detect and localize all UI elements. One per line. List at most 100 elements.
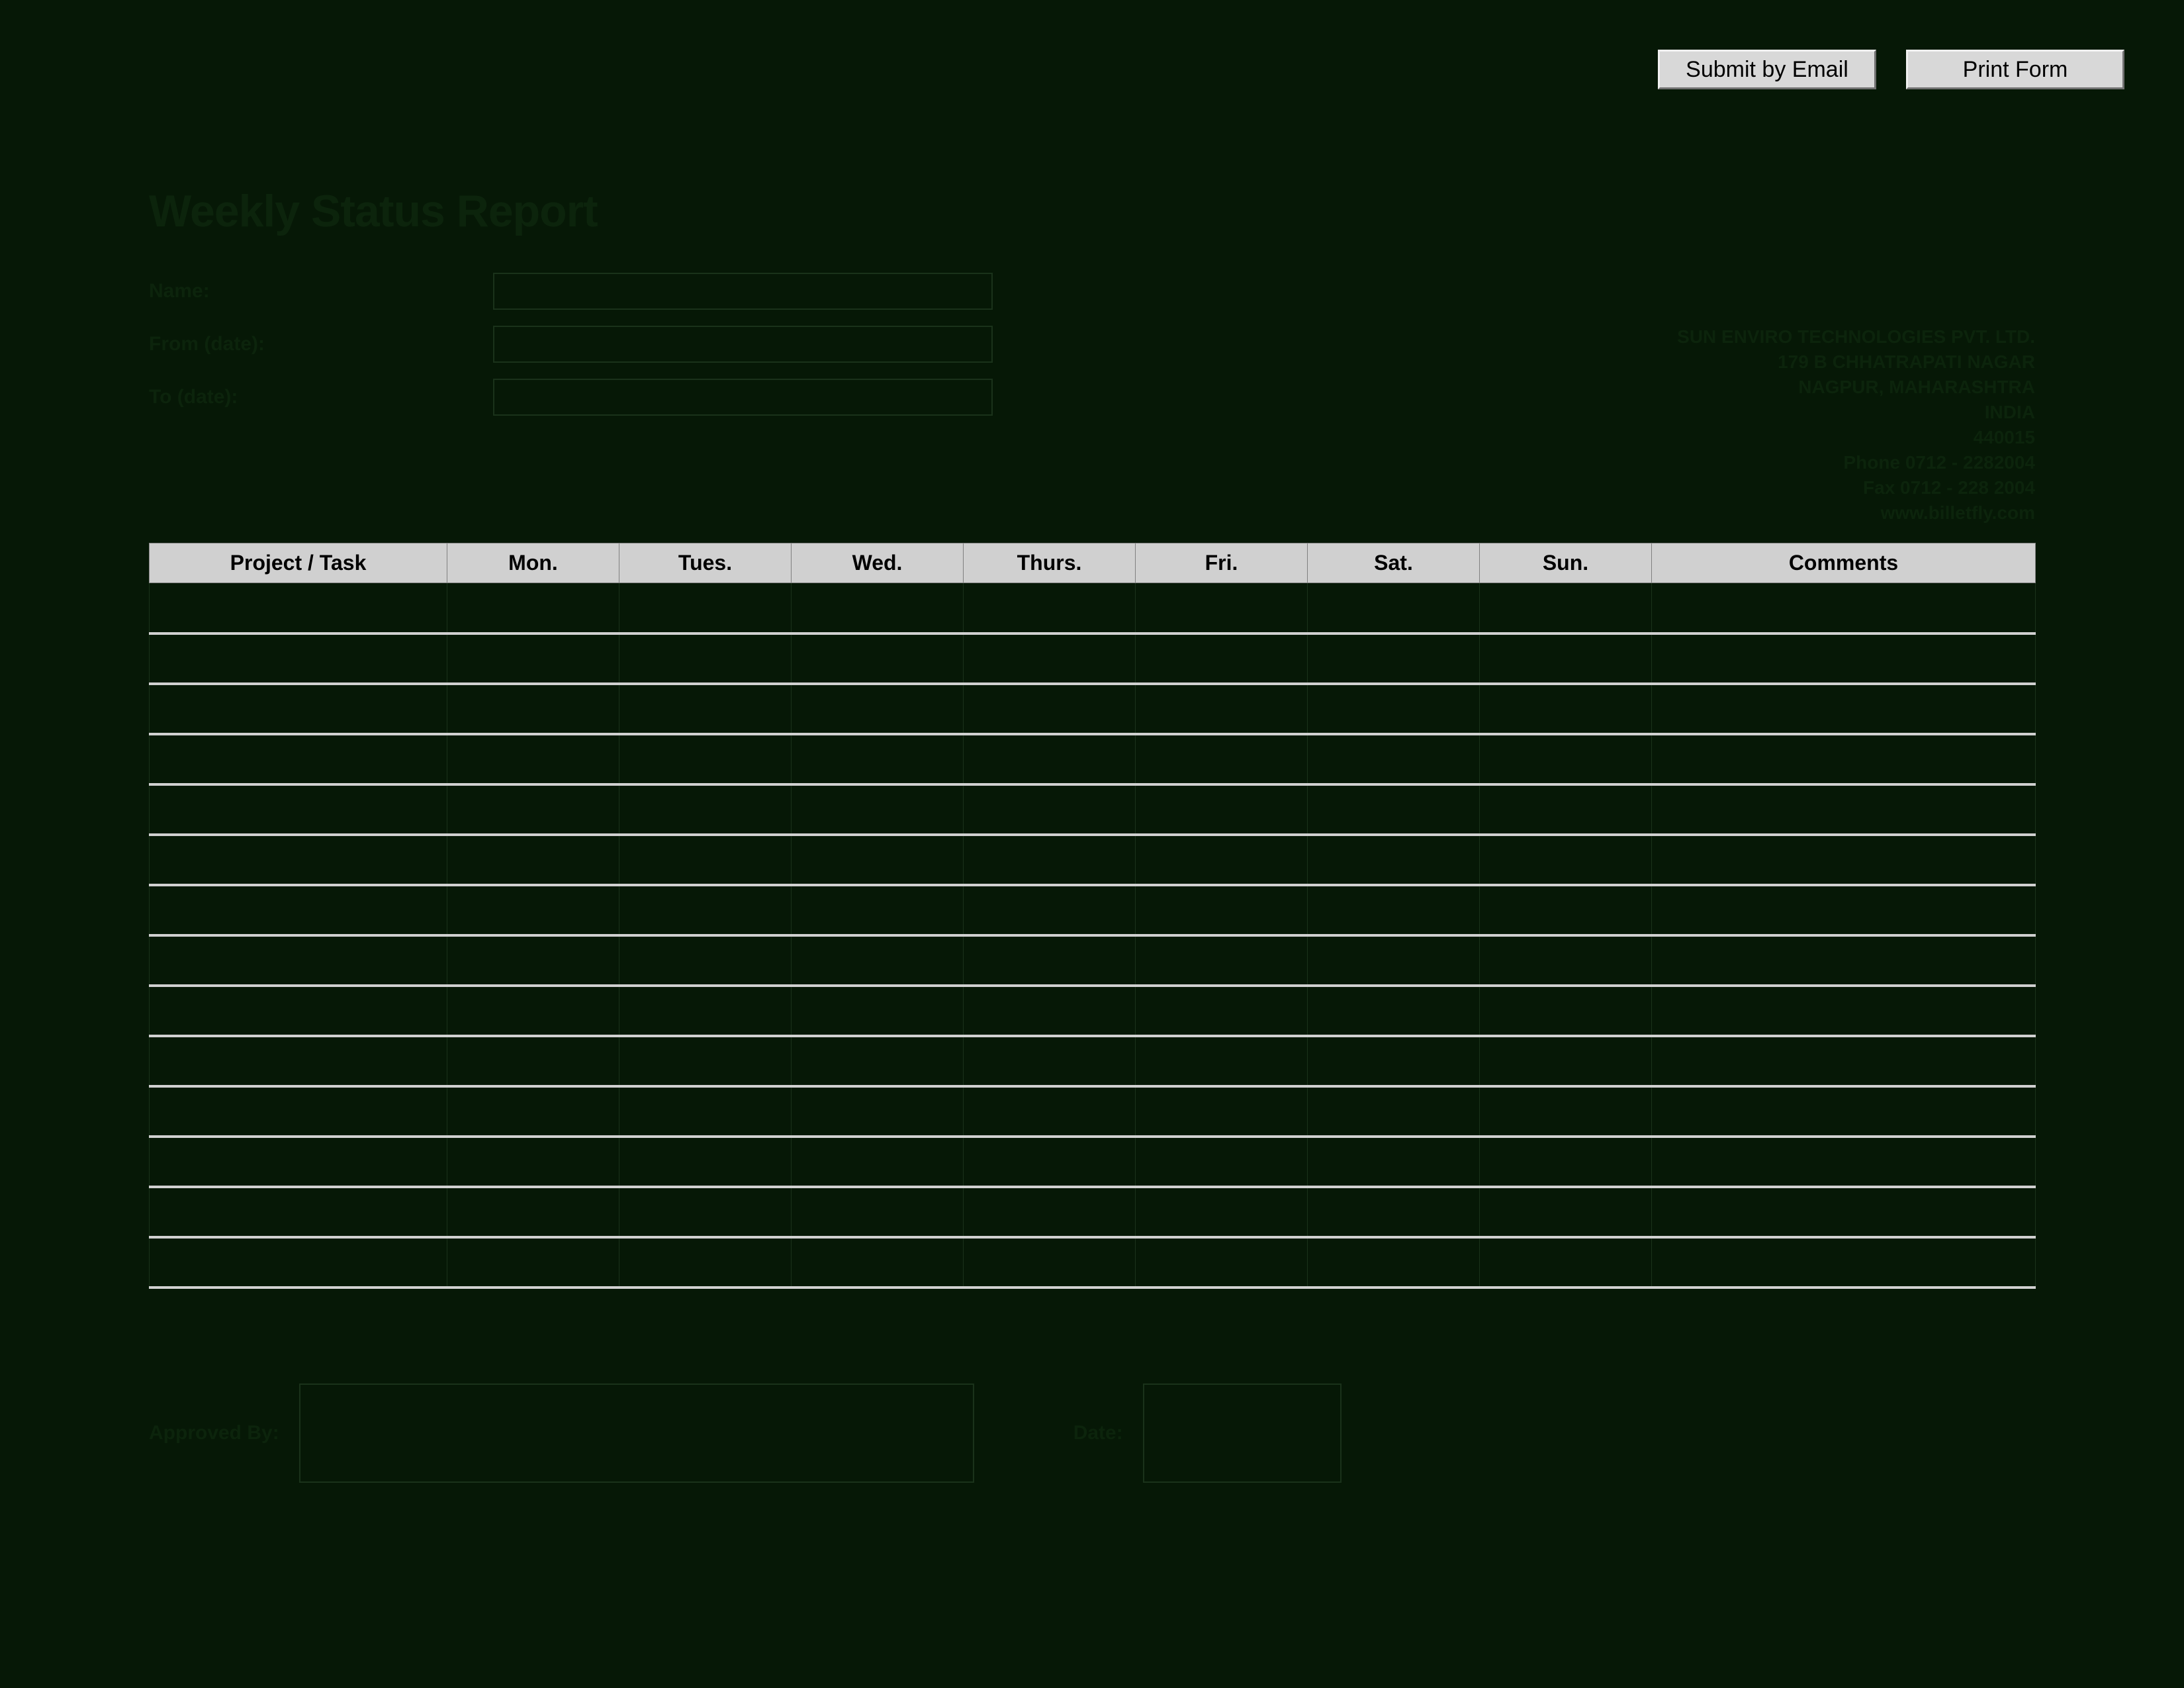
table-cell-input[interactable]: [964, 1239, 1135, 1286]
table-cell-input[interactable]: [447, 735, 619, 783]
table-cell-input[interactable]: [1652, 836, 2035, 884]
table-cell-input[interactable]: [964, 583, 1135, 632]
table-cell-input[interactable]: [792, 1138, 963, 1186]
table-cell-input[interactable]: [1136, 1088, 1307, 1135]
table-cell-input[interactable]: [150, 886, 447, 934]
table-cell-input[interactable]: [1136, 735, 1307, 783]
table-cell-input[interactable]: [1136, 1037, 1307, 1085]
table-cell-input[interactable]: [792, 1037, 963, 1085]
table-cell-input[interactable]: [1652, 786, 2035, 833]
table-cell-input[interactable]: [150, 1037, 447, 1085]
table-cell-input[interactable]: [1136, 635, 1307, 682]
table-cell-input[interactable]: [447, 685, 619, 733]
table-cell-input[interactable]: [1480, 987, 1651, 1035]
table-cell-input[interactable]: [1136, 1239, 1307, 1286]
table-cell-input[interactable]: [1308, 735, 1479, 783]
table-cell-input[interactable]: [619, 635, 791, 682]
table-cell-input[interactable]: [1652, 1239, 2035, 1286]
table-cell-input[interactable]: [1308, 937, 1479, 984]
table-cell-input[interactable]: [1308, 786, 1479, 833]
table-cell-input[interactable]: [1480, 886, 1651, 934]
table-cell-input[interactable]: [619, 937, 791, 984]
table-cell-input[interactable]: [1480, 685, 1651, 733]
table-cell-input[interactable]: [1652, 987, 2035, 1035]
table-cell-input[interactable]: [447, 583, 619, 632]
table-cell-input[interactable]: [619, 1188, 791, 1236]
table-cell-input[interactable]: [1136, 987, 1307, 1035]
table-cell-input[interactable]: [1652, 937, 2035, 984]
table-cell-input[interactable]: [792, 1088, 963, 1135]
table-cell-input[interactable]: [1308, 685, 1479, 733]
table-cell-input[interactable]: [447, 1037, 619, 1085]
table-cell-input[interactable]: [1480, 836, 1651, 884]
table-cell-input[interactable]: [792, 1188, 963, 1236]
table-cell-input[interactable]: [792, 685, 963, 733]
table-cell-input[interactable]: [1652, 1037, 2035, 1085]
table-cell-input[interactable]: [1136, 1188, 1307, 1236]
table-cell-input[interactable]: [1308, 1088, 1479, 1135]
table-cell-input[interactable]: [1652, 886, 2035, 934]
table-cell-input[interactable]: [1652, 1188, 2035, 1236]
table-cell-input[interactable]: [619, 987, 791, 1035]
table-cell-input[interactable]: [447, 1088, 619, 1135]
table-cell-input[interactable]: [1308, 1239, 1479, 1286]
table-cell-input[interactable]: [792, 1239, 963, 1286]
table-cell-input[interactable]: [150, 635, 447, 682]
table-cell-input[interactable]: [447, 1138, 619, 1186]
table-cell-input[interactable]: [619, 685, 791, 733]
table-cell-input[interactable]: [150, 1188, 447, 1236]
table-cell-input[interactable]: [1480, 735, 1651, 783]
table-cell-input[interactable]: [1480, 1088, 1651, 1135]
table-cell-input[interactable]: [150, 685, 447, 733]
table-cell-input[interactable]: [619, 735, 791, 783]
table-cell-input[interactable]: [792, 836, 963, 884]
table-cell-input[interactable]: [1308, 987, 1479, 1035]
table-cell-input[interactable]: [150, 836, 447, 884]
table-cell-input[interactable]: [150, 987, 447, 1035]
table-cell-input[interactable]: [1652, 735, 2035, 783]
table-cell-input[interactable]: [619, 583, 791, 632]
table-cell-input[interactable]: [964, 1088, 1135, 1135]
table-cell-input[interactable]: [1136, 836, 1307, 884]
table-cell-input[interactable]: [1136, 786, 1307, 833]
table-cell-input[interactable]: [964, 1188, 1135, 1236]
table-cell-input[interactable]: [1480, 786, 1651, 833]
from-date-input[interactable]: [493, 326, 993, 363]
table-cell-input[interactable]: [447, 635, 619, 682]
table-cell-input[interactable]: [792, 937, 963, 984]
table-cell-input[interactable]: [150, 937, 447, 984]
table-cell-input[interactable]: [1308, 1037, 1479, 1085]
table-cell-input[interactable]: [964, 786, 1135, 833]
table-cell-input[interactable]: [1480, 1138, 1651, 1186]
table-cell-input[interactable]: [964, 937, 1135, 984]
table-cell-input[interactable]: [792, 635, 963, 682]
table-cell-input[interactable]: [1480, 635, 1651, 682]
table-cell-input[interactable]: [1652, 685, 2035, 733]
table-cell-input[interactable]: [1308, 583, 1479, 632]
table-cell-input[interactable]: [1308, 1138, 1479, 1186]
table-cell-input[interactable]: [792, 583, 963, 632]
table-cell-input[interactable]: [447, 937, 619, 984]
table-cell-input[interactable]: [964, 735, 1135, 783]
approval-date-input[interactable]: [1143, 1383, 1342, 1483]
table-cell-input[interactable]: [964, 886, 1135, 934]
table-cell-input[interactable]: [619, 786, 791, 833]
table-cell-input[interactable]: [1136, 1138, 1307, 1186]
table-cell-input[interactable]: [619, 836, 791, 884]
table-cell-input[interactable]: [1652, 635, 2035, 682]
table-cell-input[interactable]: [964, 635, 1135, 682]
table-cell-input[interactable]: [964, 987, 1135, 1035]
table-cell-input[interactable]: [619, 886, 791, 934]
table-cell-input[interactable]: [1308, 635, 1479, 682]
table-cell-input[interactable]: [1652, 1088, 2035, 1135]
table-cell-input[interactable]: [1480, 1037, 1651, 1085]
table-cell-input[interactable]: [964, 1037, 1135, 1085]
table-cell-input[interactable]: [447, 886, 619, 934]
table-cell-input[interactable]: [964, 685, 1135, 733]
table-cell-input[interactable]: [150, 583, 447, 632]
table-cell-input[interactable]: [447, 987, 619, 1035]
table-cell-input[interactable]: [1136, 937, 1307, 984]
table-cell-input[interactable]: [619, 1239, 791, 1286]
table-cell-input[interactable]: [792, 987, 963, 1035]
table-cell-input[interactable]: [1480, 937, 1651, 984]
